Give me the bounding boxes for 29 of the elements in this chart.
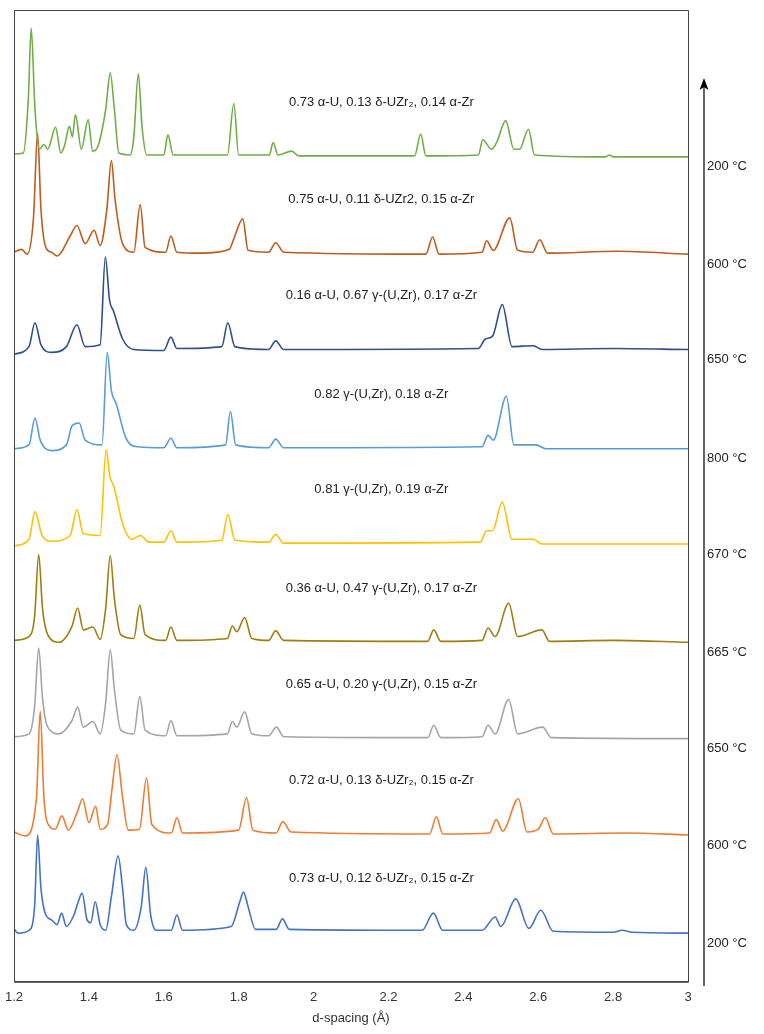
series-label: 665 °C (707, 643, 747, 659)
annotation: 0.16 α-U, 0.67 γ-(U,Zr), 0.17 α-Zr (285, 286, 478, 302)
series-label: 650 °C (707, 351, 747, 367)
x-tick-label: 2 (309, 989, 318, 1005)
x-tick-label: 1.4 (79, 989, 98, 1005)
series-label: 800 °C (707, 450, 747, 466)
series-label: 200 °C (707, 158, 747, 174)
series-label: 670 °C (707, 545, 747, 561)
annotation: 0.36 α-U, 0.47 γ-(U,Zr), 0.17 α-Zr (285, 579, 478, 595)
x-tick-label: 1.2 (4, 989, 24, 1005)
x-tick-label: 2.2 (379, 989, 398, 1005)
x-tick-label: 2.8 (604, 989, 623, 1005)
annotation: 0.82 γ-(U,Zr), 0.18 α-Zr (314, 385, 449, 401)
series-label: 200 °C (707, 934, 747, 950)
annotation: 0.73 α-U, 0.13 δ-UZr₂, 0.14 α-Zr (288, 94, 475, 110)
annotation: 0.73 α-U, 0.12 δ-UZr₂, 0.15 α-Zr (288, 870, 475, 886)
x-tick-label: 1.6 (154, 989, 173, 1005)
annotation: 0.81 γ-(U,Zr), 0.19 α-Zr (314, 481, 449, 497)
series-label: 600 °C (707, 255, 747, 271)
annotation: 0.75 α-U, 0.11 δ-UZr2, 0.15 α-Zr (288, 191, 476, 207)
x-tick-label: 1.8 (229, 989, 248, 1005)
x-axis-title: d-spacing (Å) (312, 1009, 390, 1025)
x-tick-label: 2.4 (454, 989, 473, 1005)
x-tick-label: 3 (684, 989, 692, 1005)
series-label: 600 °C (707, 836, 747, 852)
x-tick-label: 2.6 (529, 989, 548, 1005)
annotation: 0.72 α-U, 0.13 δ-UZr₂, 0.15 α-Zr (288, 772, 475, 788)
annotation: 0.65 α-U, 0.20 γ-(U,Zr), 0.15 α-Zr (285, 675, 478, 691)
series-label: 650 °C (707, 740, 747, 756)
